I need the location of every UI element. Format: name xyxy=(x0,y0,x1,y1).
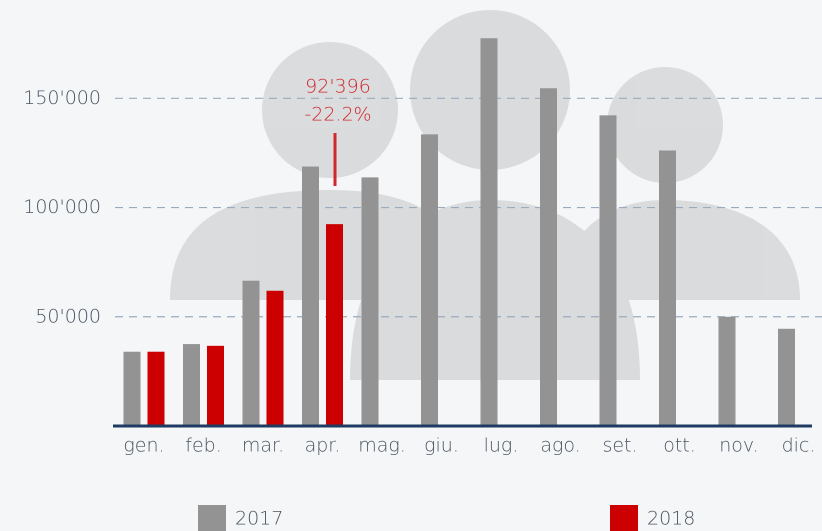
bar xyxy=(361,177,379,426)
x-tick-label: ott. xyxy=(663,435,696,457)
bar xyxy=(540,88,557,427)
bar xyxy=(207,345,224,426)
y-tick-label: 100'000 xyxy=(23,196,101,218)
bar xyxy=(242,280,260,426)
bar xyxy=(659,150,676,426)
x-tick-label: giu. xyxy=(424,435,459,457)
legend-swatch xyxy=(610,505,638,531)
x-tick-label: ago. xyxy=(540,435,580,457)
x-tick-label: gen. xyxy=(123,435,164,457)
bar xyxy=(778,328,795,426)
bar xyxy=(421,134,438,426)
y-tick-label: 150'000 xyxy=(23,87,101,109)
x-tick-label: mar. xyxy=(242,435,284,457)
bar xyxy=(326,224,343,426)
x-tick-label: nov. xyxy=(719,435,758,457)
x-tick-label: lug. xyxy=(484,435,519,457)
bar xyxy=(718,316,736,426)
x-tick-label: set. xyxy=(602,435,637,457)
annotation-change: -22.2% xyxy=(304,104,371,126)
x-tick-label: dic. xyxy=(782,435,816,457)
bar xyxy=(183,344,200,426)
bar xyxy=(147,351,165,426)
y-tick-label: 50'000 xyxy=(35,305,101,327)
bar xyxy=(266,290,284,426)
bar xyxy=(480,38,498,426)
x-tick-label: mag. xyxy=(358,435,406,457)
bar xyxy=(599,115,617,427)
bar xyxy=(302,166,319,426)
legend-label: 2017 xyxy=(235,508,283,530)
bar xyxy=(123,351,141,426)
legend-label: 2018 xyxy=(647,508,695,530)
x-tick-label: apr. xyxy=(305,435,341,457)
legend-swatch xyxy=(198,505,226,531)
annotation-value: 92'396 xyxy=(305,76,371,98)
x-tick-label: feb. xyxy=(185,435,221,457)
